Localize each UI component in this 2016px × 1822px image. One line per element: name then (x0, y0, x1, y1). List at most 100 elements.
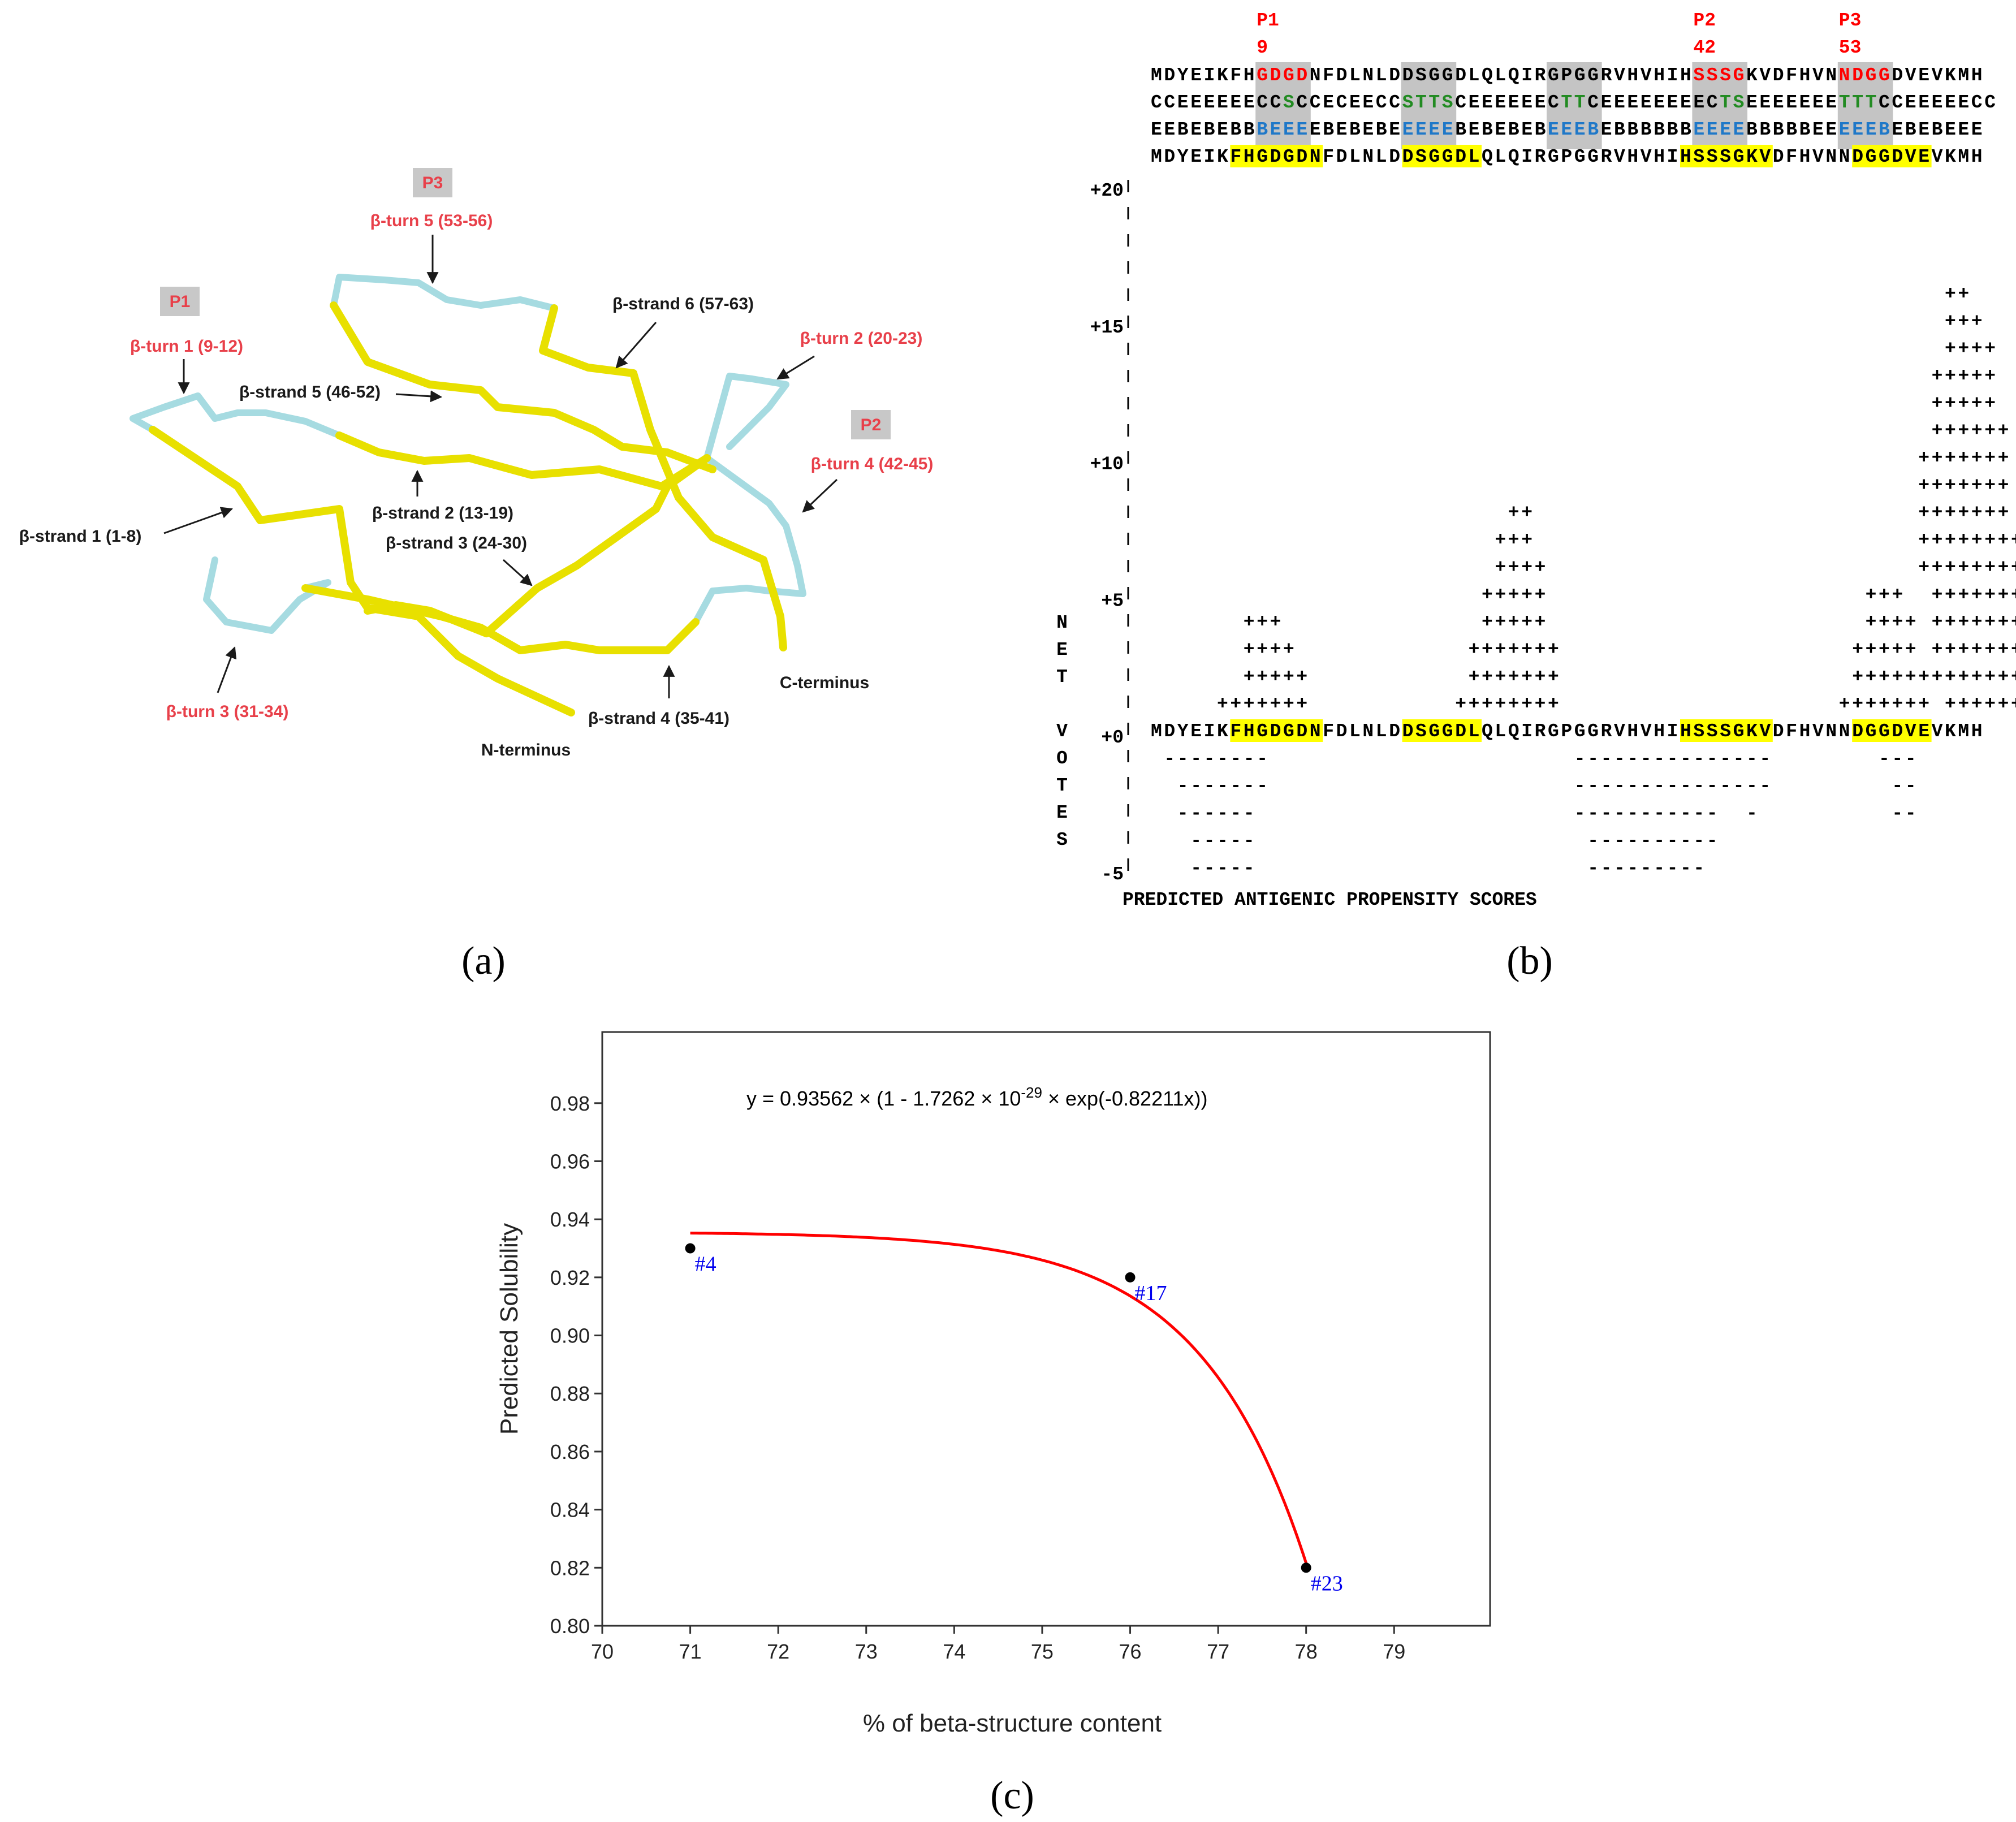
y-tick-label: 0.96 (550, 1150, 590, 1173)
plus-vote-row: + + + + + + + (1918, 448, 2009, 469)
votes-tick-label: +15 (1090, 317, 1124, 338)
y-tick-label: 0.90 (550, 1324, 590, 1348)
votes-tick-label: +20 (1090, 180, 1124, 201)
minus-vote-row: -------------- (1190, 858, 1704, 879)
epitope-peak-markers: P1 9 P2 42 P3 53 (1257, 10, 1861, 58)
beta-strand-1-label: β-strand 1 (1-8) (19, 527, 142, 546)
panel-a-labels: P1 β-turn 1 (9-12) P3 β-turn 5 (53-56) P… (19, 168, 934, 759)
turn-5-tube (330, 274, 558, 312)
x-axis-label: % of beta-structure content (863, 1709, 1162, 1737)
plus-vote-row: + + (1945, 283, 1969, 304)
turn-1-tube (129, 392, 343, 439)
beta-turn-1-label: β-turn 1 (9-12) (130, 337, 243, 356)
data-point-label: #23 (1311, 1571, 1343, 1595)
y-axis-label: Predicted Solubility (495, 1223, 523, 1435)
beta-turn-5-label: β-turn 5 (53-56) (370, 211, 493, 230)
y-tick-label: 0.88 (550, 1382, 590, 1405)
strand-6-tube (539, 304, 787, 651)
side-label-letter: V (1056, 721, 1068, 742)
panel-a-arrows (163, 235, 838, 698)
plus-vote-row: + + + (1945, 311, 1983, 332)
data-point-label: #4 (695, 1253, 716, 1276)
arrow-strand-6 (615, 322, 657, 369)
peak-name: P2 (1693, 10, 1716, 31)
epitope-p3-box-label: P3 (422, 174, 443, 192)
arrow-turn-4 (802, 478, 838, 513)
data-point (685, 1243, 696, 1254)
beta-strand-6-label: β-strand 6 (57-63) (612, 295, 754, 313)
beta-turn-3-label: β-turn 3 (31-34) (166, 702, 289, 721)
panel-a-caption: (a) (461, 939, 506, 983)
data-point-label: #17 (1135, 1281, 1167, 1305)
turn-4-tube (703, 455, 806, 597)
epitope-p2-box-label: P2 (861, 416, 882, 434)
plus-vote-row: + + + + + (1932, 365, 1996, 386)
votes-tick-label: +10 (1090, 454, 1124, 475)
strand-1-tube (149, 426, 575, 716)
votes-tick-label: -5 (1101, 864, 1124, 885)
plus-vote-row: + + + + (1945, 338, 1996, 359)
turn-highlight (1255, 62, 1311, 149)
strand-4-tube (301, 584, 700, 654)
beta-turn-4-label: β-turn 4 (42-45) (811, 455, 934, 473)
plus-vote-row: + + + + + + + + + (1508, 502, 2009, 523)
y-tick-label: 0.82 (550, 1556, 590, 1579)
minus-vote-row: --------------- (1190, 830, 1717, 851)
vote-rows: + ++ + ++ + + ++ + + + ++ + + + ++ + + + + ++ + + + + + ++ + + + + + ++… (1164, 283, 2016, 878)
antigenic-segment-highlight (1680, 145, 1773, 167)
axis-ticks: 70 71 72 73 74 75 76 77 78 79 0.80 0.82 0.84 0.86 0.88… (550, 1092, 1405, 1663)
x-tick-label: 72 (767, 1640, 789, 1663)
panel-c-solubility-chart: 70 71 72 73 74 75 76 77 78 79 0.80 0.82 0.84 0.86 0.88… (495, 1031, 1491, 1817)
y-tick-label: 0.94 (550, 1208, 590, 1231)
votes-tick-label: +5 (1101, 590, 1124, 611)
y-tick-label: 0.84 (550, 1499, 590, 1522)
plus-vote-row: ++++++++++++ (1495, 557, 2016, 578)
panel-a-protein-structure: P1 β-turn 1 (9-12) P3 β-turn 5 (53-56) P… (19, 168, 934, 983)
plus-vote-row: + + + + + (1932, 393, 1996, 414)
panel-b-caption: (b) (1506, 939, 1553, 983)
turn-highlight (1837, 62, 1893, 149)
strand-5-tube (330, 301, 716, 473)
panel-c-caption: (c) (990, 1774, 1034, 1817)
plus-vote-row: ++++++++++++++++++++++++++++ (1244, 666, 2016, 687)
beta-turn-2-label: β-turn 2 (20-23) (800, 329, 923, 348)
plus-vote-row: ++++++++++++++++++++++++++ (1244, 639, 2016, 660)
epitope-box-p2 (851, 410, 891, 439)
votes-tick-label: +0 (1101, 727, 1124, 748)
turn-highlight (1401, 62, 1457, 149)
x-tick-label: 76 (1119, 1640, 1141, 1663)
x-tick-label: 70 (591, 1640, 614, 1663)
peak-position: 42 (1693, 37, 1716, 58)
y-tick-label: 0.80 (550, 1614, 590, 1638)
antigenic-segment-highlight (1402, 145, 1482, 167)
side-label-letter: E (1056, 802, 1068, 823)
antigenic-segment-highlight (1852, 145, 1932, 167)
side-label-letter: T (1056, 775, 1068, 796)
peak-name: P1 (1257, 10, 1279, 31)
turn-highlight (1547, 62, 1602, 149)
beta-strand-5-label: β-strand 5 (46-52) (239, 383, 381, 401)
side-label-letter: E (1056, 640, 1068, 660)
plus-vote-row: + + + + + + (1932, 420, 2009, 441)
plus-vote-row: +++++++++++ (1495, 530, 2016, 551)
turn-3b-tube (692, 585, 772, 625)
plus-vote-row: +++++++++++++++++++++++++++++++++ (1217, 694, 2016, 715)
turn-backbone (129, 274, 806, 634)
x-tick-label: 79 (1383, 1640, 1405, 1663)
epitope-box-p3 (413, 168, 452, 197)
antigenic-segment-highlight (1680, 719, 1773, 742)
epitope-p1-box-label: P1 (170, 292, 191, 311)
side-label-letter: N (1056, 612, 1068, 633)
antigenic-segment-highlight (1230, 145, 1323, 167)
x-tick-label: 73 (855, 1640, 878, 1663)
arrow-turn-3 (217, 646, 237, 693)
antigenic-segment-highlight (1230, 719, 1323, 742)
data-points: #4 #17 #23 (685, 1243, 1343, 1595)
beta-strand-3-label: β-strand 3 (24-30) (386, 534, 527, 552)
